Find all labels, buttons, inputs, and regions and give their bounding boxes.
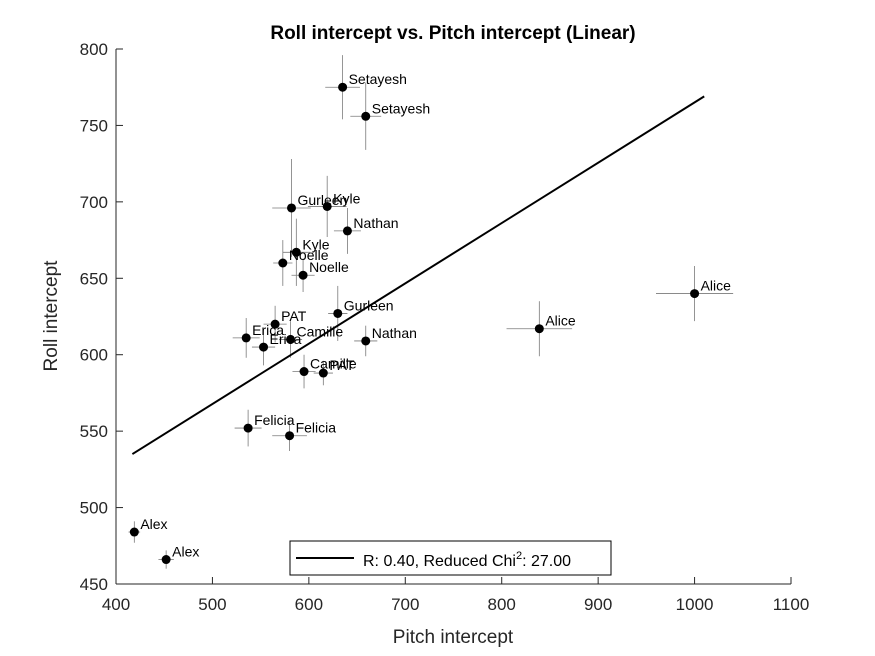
point-label: Felicia <box>254 412 295 428</box>
x-tick-label: 700 <box>391 595 419 614</box>
x-tick-label: 900 <box>584 595 612 614</box>
data-point <box>259 342 269 352</box>
data-point <box>285 431 295 441</box>
data-point <box>318 368 328 378</box>
y-tick-label: 650 <box>80 269 108 288</box>
data-point <box>342 226 352 236</box>
data-point <box>361 111 371 121</box>
data-point <box>333 308 343 318</box>
fit-line <box>131 95 705 455</box>
data-point <box>270 319 280 329</box>
legend-label: R: 0.40, Reduced Chi2: 27.00 <box>363 550 571 570</box>
y-tick-label: 450 <box>80 575 108 594</box>
data-point <box>286 334 296 344</box>
y-axis-label: Roll intercept <box>41 260 62 372</box>
point-label: Alice <box>545 313 576 329</box>
data-point <box>322 201 332 211</box>
x-tick-label: 500 <box>198 595 226 614</box>
point-label: Setayesh <box>372 100 430 116</box>
data-point <box>291 247 301 257</box>
legend: R: 0.40, Reduced Chi2: 27.00 <box>289 540 612 576</box>
point-label: Gurleen <box>298 192 348 208</box>
point-label: Camille <box>310 356 357 372</box>
point-label: Camille <box>297 323 344 339</box>
point-label: Erica <box>252 322 284 338</box>
point-label: PAT <box>281 308 307 324</box>
data-point <box>690 289 700 299</box>
y-tick-label: 750 <box>80 116 108 135</box>
point-label: Erica <box>270 331 302 347</box>
point-label: Felicia <box>296 420 337 436</box>
data-point <box>243 423 253 433</box>
point-label: Alice <box>701 278 732 294</box>
data-point <box>534 324 544 334</box>
y-tick-label: 600 <box>80 346 108 365</box>
x-tick-label: 1100 <box>773 595 810 614</box>
x-tick-label: 1000 <box>676 595 714 614</box>
point-label: Nathan <box>353 215 398 231</box>
point-label: PAT <box>329 357 355 373</box>
point-label: Gurleen <box>344 297 394 313</box>
y-tick-label: 700 <box>80 193 108 212</box>
point-label: Alex <box>140 516 167 532</box>
data-point <box>161 555 171 565</box>
data-points: SetayeshSetayeshGurleenKyleNathanKyleNoe… <box>129 71 732 565</box>
axes: 400 500 600 700 800 900 1000 1100 450 500 550 600 65… <box>80 40 810 614</box>
data-point <box>241 333 251 343</box>
y-tick-label: 500 <box>80 499 108 518</box>
data-point <box>361 336 371 346</box>
data-point <box>278 258 288 268</box>
point-label: Alex <box>172 544 199 560</box>
point-label: Kyle <box>302 236 329 252</box>
data-point <box>298 270 308 280</box>
x-tick-label: 600 <box>295 595 323 614</box>
x-axis-label: Pitch intercept <box>393 627 514 648</box>
data-point <box>338 82 348 92</box>
y-tick-label: 550 <box>80 422 108 441</box>
data-point <box>129 527 139 537</box>
point-label: Setayesh <box>349 71 407 87</box>
point-label: Kyle <box>333 190 360 206</box>
chart-title: Roll intercept vs. Pitch intercept (Line… <box>270 23 635 44</box>
error-bars <box>128 55 734 569</box>
data-point <box>287 203 296 213</box>
x-tick-label: 800 <box>488 595 516 614</box>
x-tick-label: 400 <box>102 595 130 614</box>
point-label: Noelle <box>309 259 349 275</box>
data-point <box>299 367 309 377</box>
point-label: Nathan <box>372 325 417 341</box>
point-label: Noelle <box>289 247 329 263</box>
y-tick-label: 800 <box>80 40 108 59</box>
